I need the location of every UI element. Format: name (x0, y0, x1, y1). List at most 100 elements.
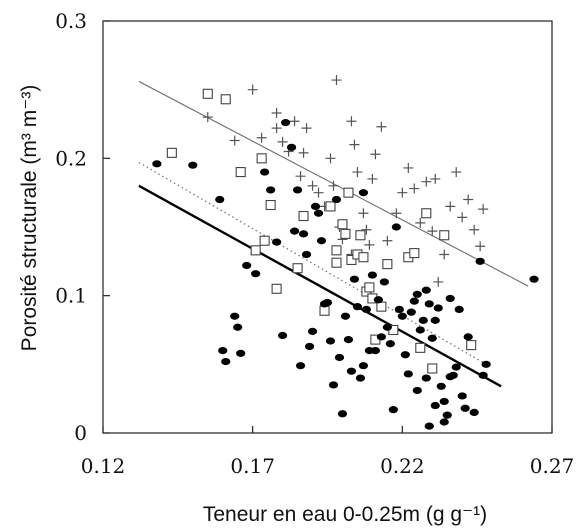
circle-marker (292, 186, 303, 194)
plus-marker (409, 183, 420, 194)
plus-marker (298, 147, 309, 158)
x-tick-label: 0.17 (230, 454, 275, 478)
circle-marker (388, 406, 398, 414)
plus-marker (247, 84, 258, 95)
circle-marker (412, 290, 422, 298)
plus-marker (445, 201, 456, 212)
circle-marker (349, 275, 360, 283)
circle-marker (272, 238, 282, 246)
circle-marker (451, 363, 461, 371)
circle-marker (463, 333, 473, 341)
circle-marker (334, 353, 345, 362)
plus-marker (415, 217, 426, 228)
x-tick-label: 0.27 (530, 454, 575, 478)
plus-marker (352, 167, 363, 178)
circle-marker (260, 168, 270, 176)
plus-marker (430, 173, 441, 184)
circle-marker (251, 270, 261, 278)
plus-marker (349, 139, 360, 150)
circle-marker (301, 250, 312, 259)
x-tick-label: 0.22 (380, 454, 425, 478)
circle-marker (433, 304, 443, 312)
circle-marker (358, 189, 369, 197)
circle-marker (445, 294, 455, 303)
plus-marker (307, 180, 318, 191)
circle-marker (367, 271, 377, 279)
circle-marker (215, 195, 225, 204)
circle-marker (415, 326, 425, 334)
square-marker (382, 259, 393, 270)
regression-line-3 (138, 184, 502, 388)
circle-marker (421, 374, 431, 382)
circle-marker (310, 202, 321, 210)
y-tick-label: 0.2 (55, 146, 87, 170)
circle-marker (457, 392, 467, 400)
square-marker (220, 94, 231, 105)
plus-marker (313, 187, 324, 198)
plus-marker (433, 276, 444, 287)
circle-marker (266, 186, 276, 194)
circle-marker (394, 305, 404, 313)
circle-marker (406, 308, 416, 316)
circle-marker (376, 333, 386, 341)
circle-marker (439, 397, 449, 406)
y-axis-label: Porosité structurale (m³ m⁻³) (18, 85, 41, 352)
circle-marker (448, 371, 458, 379)
square-marker (439, 230, 450, 241)
circle-marker (295, 362, 306, 370)
square-marker (331, 257, 342, 268)
plus-marker (271, 123, 282, 134)
circle-marker (307, 327, 318, 335)
square-marker (265, 199, 276, 211)
plus-marker (382, 235, 393, 246)
plus-marker (457, 212, 468, 223)
x-tick-label: 0.12 (81, 454, 126, 478)
circle-marker (233, 323, 243, 331)
circle-marker (152, 160, 162, 168)
square-marker (325, 201, 336, 212)
circle-marker (427, 334, 437, 342)
square-marker (319, 305, 330, 316)
square-marker (331, 245, 342, 256)
plus-marker (478, 204, 489, 215)
plot-frame (102, 20, 553, 434)
circle-marker (343, 336, 354, 344)
circle-marker (298, 230, 309, 238)
square-marker (235, 167, 246, 178)
circle-marker (430, 401, 440, 410)
circle-marker (278, 331, 288, 340)
plus-marker (397, 187, 408, 198)
circle-marker (442, 411, 452, 419)
square-marker (466, 340, 477, 351)
circle-marker (346, 367, 357, 375)
square-marker (415, 342, 426, 353)
square-marker (355, 230, 366, 241)
circle-marker (361, 305, 372, 313)
circle-marker (481, 360, 491, 368)
plus-marker (427, 226, 438, 237)
plus-marker (367, 173, 378, 184)
circle-marker (188, 161, 198, 169)
plus-marker (463, 194, 474, 205)
circle-marker (325, 337, 336, 345)
square-marker (202, 88, 213, 99)
y-tick-label: 0.1 (55, 284, 87, 308)
circle-marker (403, 370, 413, 378)
square-marker (337, 219, 348, 230)
plus-marker (325, 153, 336, 164)
circle-marker (412, 386, 422, 395)
circle-marker (316, 237, 327, 245)
circle-marker (286, 143, 297, 151)
plus-marker (439, 249, 450, 260)
circle-marker (424, 300, 434, 308)
plus-marker (358, 208, 369, 219)
plus-marker (475, 241, 486, 252)
circle-marker (391, 223, 401, 231)
circle-marker (337, 410, 348, 418)
square-marker (250, 245, 261, 256)
circle-marker (478, 371, 488, 379)
square-marker (346, 254, 357, 266)
circle-marker (400, 351, 410, 359)
square-marker (259, 235, 270, 246)
circle-marker (370, 347, 380, 355)
